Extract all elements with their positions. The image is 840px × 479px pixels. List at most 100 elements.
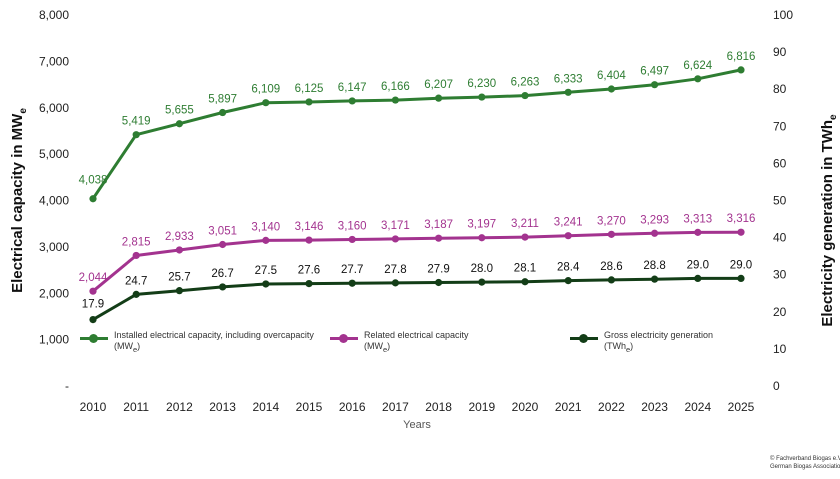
series-line-installed bbox=[91, 68, 742, 200]
data-label-installed: 6,816 bbox=[727, 51, 756, 63]
data-label-related: 3,211 bbox=[511, 218, 539, 230]
x-tick-label: 2021 bbox=[555, 400, 582, 414]
legend-label-generation: Gross electricity generation bbox=[604, 330, 714, 340]
data-point-generation bbox=[219, 283, 227, 291]
data-label-generation: 27.5 bbox=[255, 265, 277, 277]
data-point-generation bbox=[175, 287, 183, 295]
data-label-installed: 6,147 bbox=[338, 82, 367, 94]
data-label-installed: 5,897 bbox=[208, 94, 237, 106]
data-point-installed bbox=[435, 94, 443, 102]
x-tick-label: 2018 bbox=[425, 400, 452, 414]
data-point-generation bbox=[305, 280, 313, 288]
data-point-generation bbox=[391, 279, 399, 287]
y2-tick-label: 10 bbox=[773, 342, 787, 356]
data-point-generation bbox=[348, 279, 356, 287]
y2-tick-label: 60 bbox=[773, 156, 787, 170]
data-point-installed bbox=[132, 131, 140, 139]
data-point-related bbox=[737, 228, 745, 236]
data-label-related: 3,140 bbox=[251, 221, 280, 233]
data-label-installed: 5,419 bbox=[122, 116, 151, 128]
data-label-related: 2,815 bbox=[122, 236, 151, 248]
legend-swatch-related bbox=[330, 332, 358, 344]
data-point-related bbox=[391, 235, 399, 243]
data-point-related bbox=[305, 236, 313, 244]
y-tick-label: 8,000 bbox=[39, 8, 69, 22]
data-label-installed: 6,230 bbox=[467, 78, 496, 90]
data-point-installed bbox=[219, 108, 227, 117]
data-point-generation bbox=[564, 277, 572, 285]
data-label-related: 3,171 bbox=[381, 220, 410, 232]
data-point-generation bbox=[262, 280, 270, 288]
data-point-installed bbox=[305, 98, 313, 106]
data-label-generation: 29.0 bbox=[687, 259, 709, 271]
data-point-generation bbox=[132, 290, 140, 298]
data-label-generation: 28.4 bbox=[557, 262, 580, 274]
data-point-installed bbox=[478, 93, 486, 101]
legend: Installed electrical capacity, including… bbox=[80, 330, 780, 370]
legend-item-installed: Installed electrical capacity, including… bbox=[80, 330, 314, 355]
data-point-generation bbox=[737, 274, 745, 283]
y2-axis-title: Electricity generation in TWhe bbox=[819, 114, 839, 327]
y2-tick-label: 20 bbox=[773, 305, 787, 319]
x-tick-label: 2014 bbox=[252, 400, 279, 414]
data-point-generation bbox=[435, 278, 443, 287]
data-label-installed: 6,263 bbox=[511, 77, 540, 89]
data-label-installed: 6,109 bbox=[251, 84, 280, 96]
y2-tick-label: 0 bbox=[773, 379, 780, 393]
data-point-related bbox=[89, 287, 97, 295]
y2-tick-label: 70 bbox=[773, 119, 787, 133]
data-label-generation: 25.7 bbox=[168, 272, 190, 284]
y-tick-label: - bbox=[65, 379, 69, 393]
y2-tick-label: 50 bbox=[773, 194, 787, 208]
data-label-related: 3,270 bbox=[597, 215, 626, 227]
data-point-related bbox=[219, 240, 227, 249]
x-tick-label: 2020 bbox=[512, 400, 539, 414]
data-point-installed bbox=[694, 75, 702, 83]
x-tick-label: 2024 bbox=[684, 400, 711, 414]
data-label-related: 3,293 bbox=[640, 214, 669, 226]
x-tick-label: 2016 bbox=[339, 400, 366, 414]
x-tick-label: 2011 bbox=[123, 400, 149, 414]
data-label-generation: 17.9 bbox=[82, 299, 104, 311]
x-axis-title: Years bbox=[403, 419, 431, 431]
data-label-generation: 27.8 bbox=[384, 264, 406, 276]
x-tick-label: 2023 bbox=[641, 400, 668, 414]
y2-tick-label: 90 bbox=[773, 45, 787, 59]
x-tick-label: 2013 bbox=[209, 400, 236, 414]
data-point-related bbox=[262, 236, 270, 244]
y-tick-label: 3,000 bbox=[39, 240, 69, 254]
y2-tick-label: 100 bbox=[773, 8, 793, 22]
x-tick-label: 2017 bbox=[382, 400, 409, 414]
data-label-related: 3,146 bbox=[295, 221, 324, 233]
y-tick-label: 4,000 bbox=[39, 194, 69, 208]
copyright: © Fachverband Biogas e.V. German Biogas … bbox=[770, 455, 840, 471]
data-label-related: 3,316 bbox=[727, 213, 756, 225]
data-label-related: 3,313 bbox=[683, 213, 712, 225]
data-point-installed bbox=[737, 66, 745, 74]
legend-item-related: Related electrical capacity (MWe) bbox=[330, 330, 469, 355]
data-point-generation bbox=[694, 274, 702, 283]
data-point-installed bbox=[175, 120, 183, 128]
data-label-installed: 4,038 bbox=[79, 175, 108, 187]
data-label-installed: 6,207 bbox=[424, 79, 453, 91]
data-point-generation bbox=[89, 315, 97, 324]
data-label-generation: 28.0 bbox=[471, 263, 493, 275]
y-tick-label: 1,000 bbox=[39, 333, 69, 347]
data-label-related: 3,187 bbox=[424, 219, 453, 231]
data-point-generation bbox=[521, 278, 529, 286]
data-point-related bbox=[564, 232, 572, 240]
data-point-installed bbox=[262, 99, 270, 107]
data-point-installed bbox=[521, 91, 529, 100]
data-point-related bbox=[175, 246, 183, 254]
y2-tick-label: 30 bbox=[773, 268, 787, 282]
data-label-related: 2,044 bbox=[79, 272, 108, 284]
x-tick-label: 2022 bbox=[598, 400, 625, 414]
data-point-related bbox=[435, 234, 443, 242]
data-point-installed bbox=[564, 88, 572, 96]
data-point-related bbox=[607, 230, 616, 238]
y-axis-title: Electrical capacity in MWe bbox=[9, 108, 29, 293]
y2-tick-label: 40 bbox=[773, 231, 787, 245]
data-label-installed: 5,655 bbox=[165, 105, 194, 117]
data-point-related bbox=[651, 229, 659, 237]
